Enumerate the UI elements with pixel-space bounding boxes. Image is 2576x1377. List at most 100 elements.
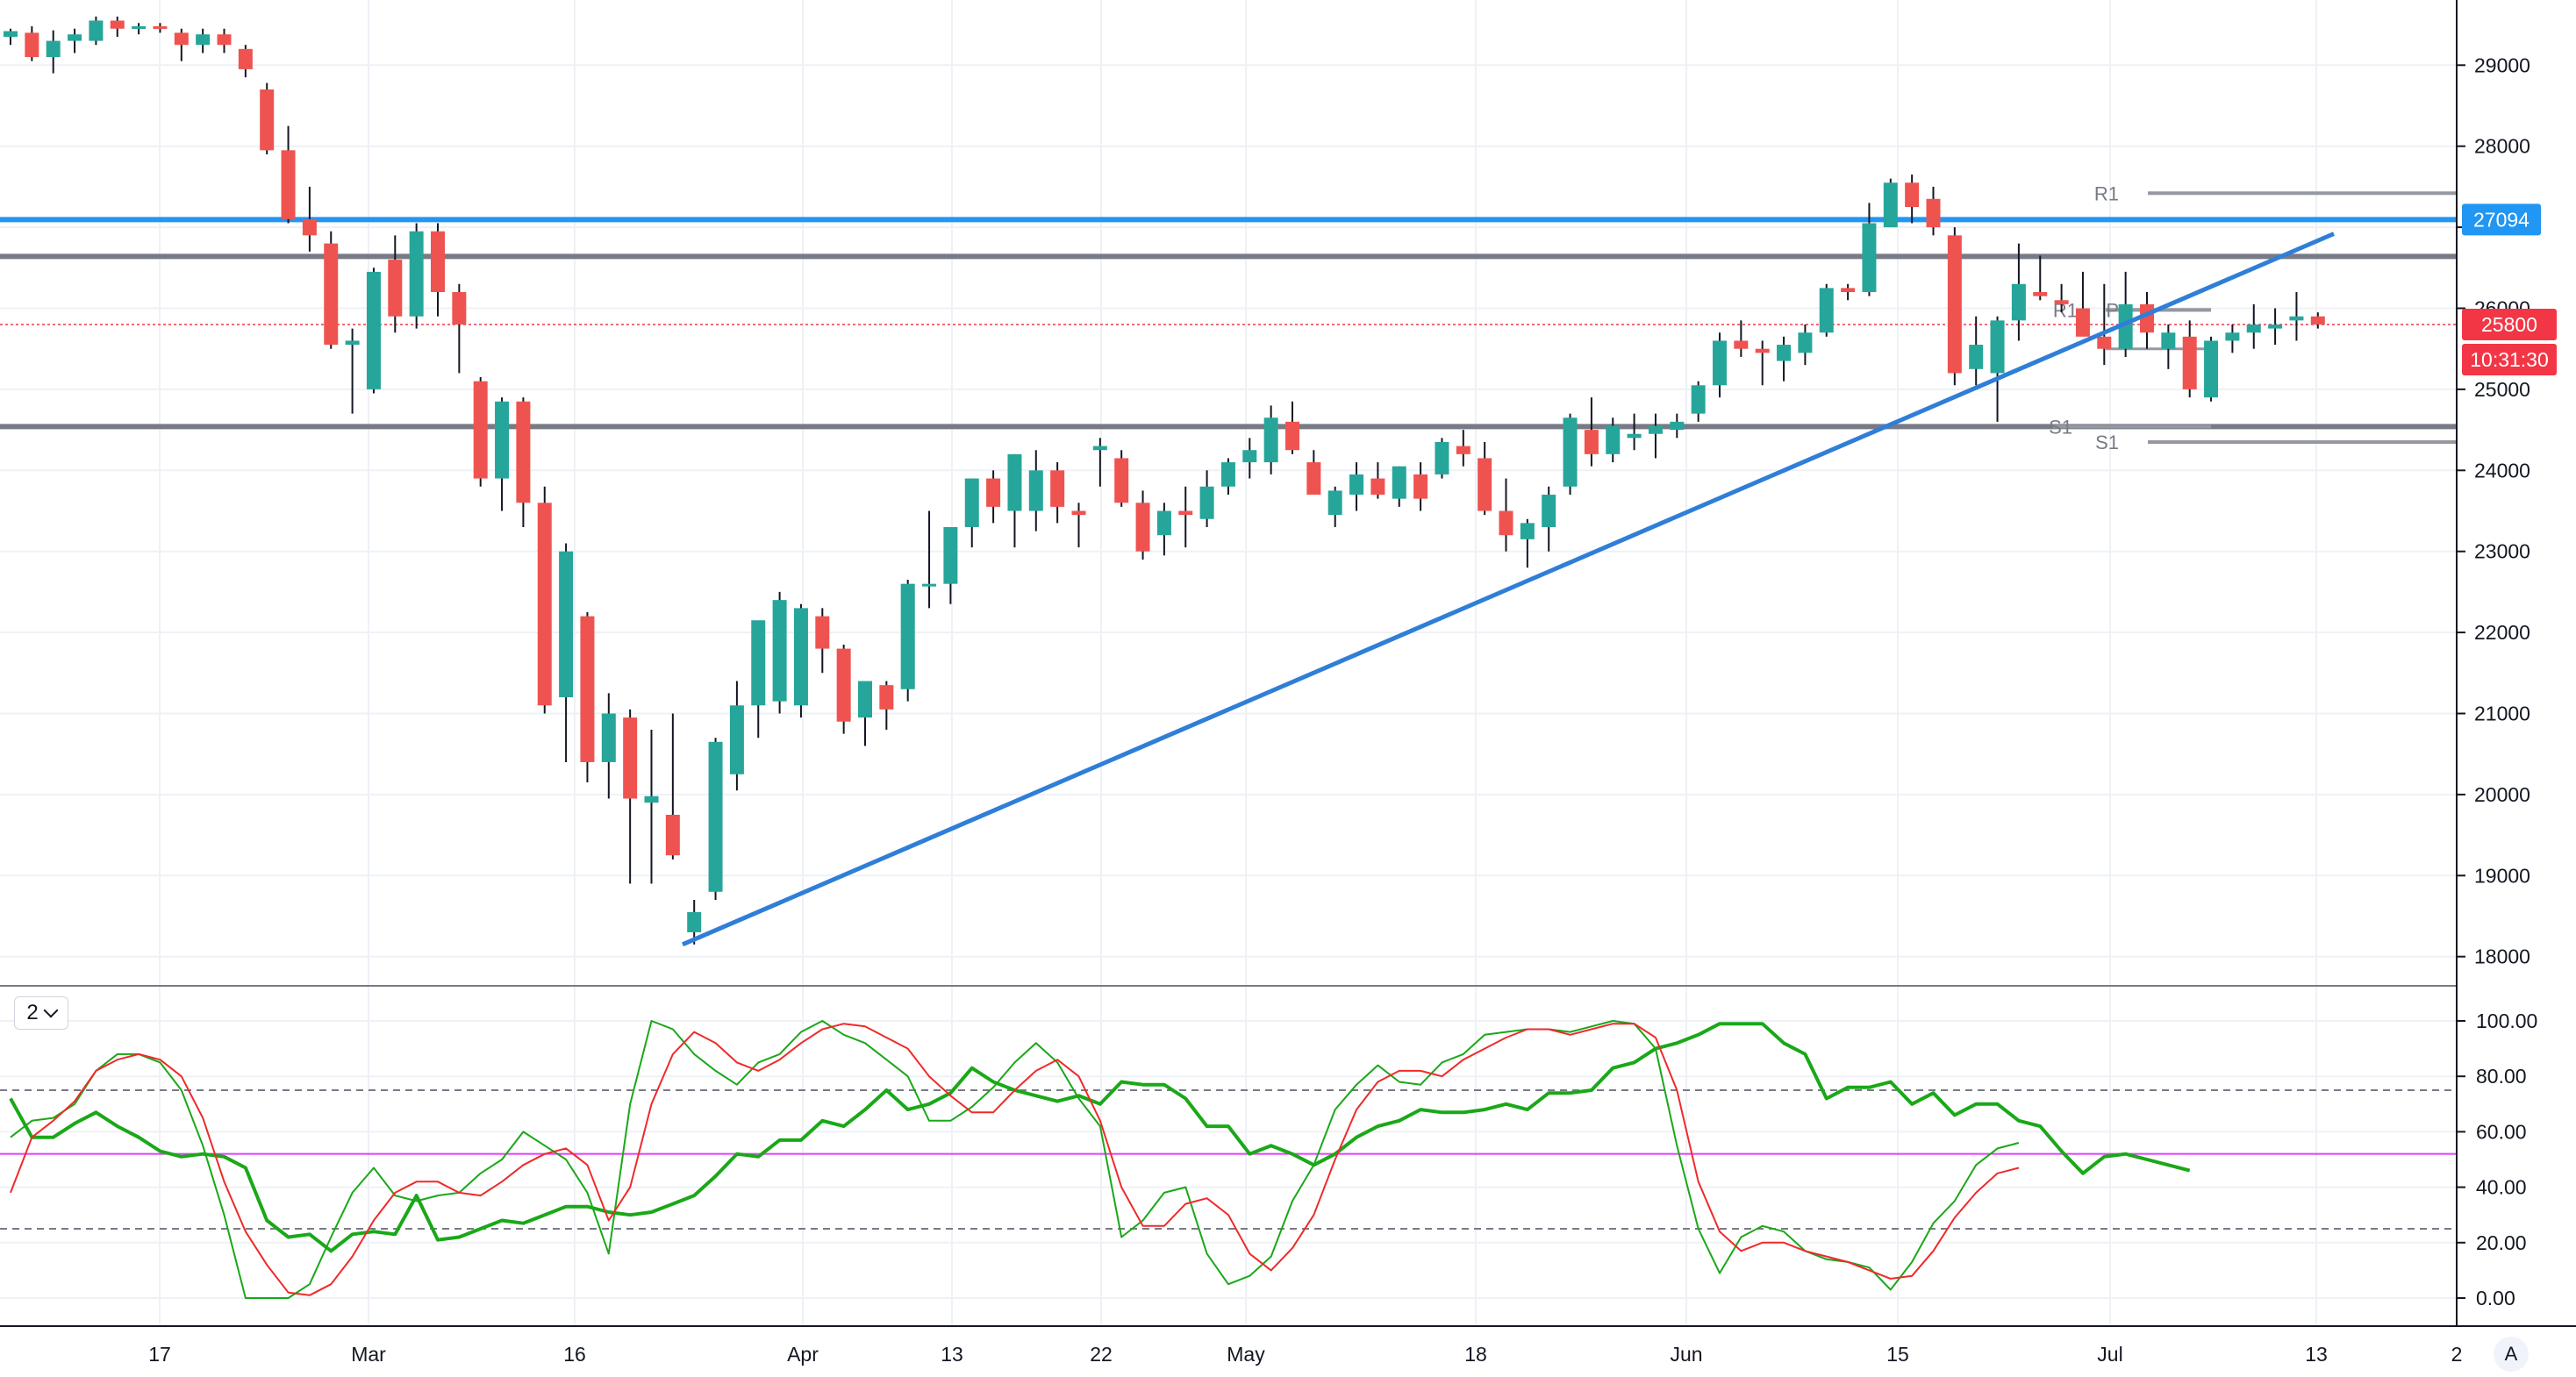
candle-body — [2268, 324, 2283, 329]
price-tick-label: 19000 — [2474, 864, 2530, 887]
candle-body — [623, 717, 638, 799]
countdown-badge — [2462, 343, 2557, 375]
candle-body — [1306, 462, 1321, 496]
candle-body — [580, 616, 595, 762]
candle-body — [2204, 340, 2219, 398]
oscillator-tick-label: 60.00 — [2476, 1120, 2527, 1143]
candle-body — [601, 713, 616, 762]
candle-body — [2161, 332, 2176, 349]
candle-body — [1050, 470, 1065, 507]
indicator-label: 2 — [26, 1001, 39, 1024]
candle-body — [132, 25, 147, 29]
candle-body — [1007, 453, 1022, 511]
candle-body — [836, 648, 851, 722]
candle-body — [793, 608, 808, 706]
candle-body — [1520, 523, 1535, 539]
price-tick-label: 23000 — [2474, 540, 2530, 563]
candle-body — [68, 34, 82, 41]
candle-body — [2075, 308, 2090, 337]
trendline-line — [682, 232, 2335, 947]
price-tick-label: 18000 — [2474, 945, 2530, 968]
candle-body — [1841, 288, 1856, 293]
candle-body — [943, 526, 958, 584]
candle-body — [1691, 385, 1706, 414]
candle-body — [324, 243, 339, 346]
candle-body — [366, 271, 381, 389]
auto-scale-button[interactable]: A — [2494, 1337, 2529, 1372]
candle-body — [1734, 340, 1749, 349]
price-tick-label: 29000 — [2474, 54, 2530, 76]
last-price-badge — [2462, 308, 2557, 340]
chevron-down-icon — [43, 1002, 59, 1018]
candle-body — [46, 40, 61, 58]
candle-body — [1798, 332, 1813, 353]
candle-body — [1670, 421, 1685, 431]
candle-body — [153, 25, 168, 29]
candle-body — [1263, 417, 1278, 463]
candle-body — [2097, 336, 2112, 349]
candle-body — [1349, 474, 1364, 496]
time-tick-label: 16 — [563, 1343, 586, 1366]
last-price-label: 25800 — [2481, 313, 2537, 336]
time-tick-label: May — [1227, 1343, 1265, 1366]
candle-body — [1777, 345, 1792, 361]
oscillator-pane — [0, 985, 2457, 1299]
countdown-label: 10:31:30 — [2470, 348, 2549, 371]
candle-body — [858, 681, 872, 718]
candle-body — [2225, 332, 2240, 341]
candle-body — [89, 20, 104, 41]
candle-body — [1456, 446, 1470, 454]
candle-body — [1883, 182, 1898, 228]
candle-body — [1178, 510, 1193, 516]
candle-body — [729, 705, 744, 774]
candle-body — [1370, 478, 1385, 496]
candle-body — [1926, 198, 1941, 228]
candle-body — [1327, 490, 1342, 516]
candle-body — [1413, 474, 1428, 499]
oscillator-series-line — [10, 1023, 2020, 1296]
candle-body — [644, 796, 659, 803]
price-tick-label: 22000 — [2474, 621, 2530, 644]
candle-body — [2054, 300, 2069, 304]
candle-body — [516, 401, 531, 503]
candle-body — [1947, 235, 1962, 374]
candle-body — [238, 48, 253, 69]
candle-body — [495, 401, 510, 479]
candle-body — [260, 89, 275, 151]
time-tick-label: 22 — [1090, 1343, 1113, 1366]
candle-body — [1819, 288, 1834, 333]
oscillator-tick-label: 80.00 — [2476, 1065, 2527, 1088]
candle-body — [1028, 470, 1043, 511]
candle-body — [687, 911, 702, 932]
candle-body — [1135, 503, 1150, 552]
time-tick-label: 15 — [1886, 1343, 1909, 1366]
candle-body — [1862, 223, 1877, 293]
indicator-badge[interactable]: 2 — [14, 996, 68, 1030]
level-badge — [2462, 203, 2541, 236]
pivot-level-label: S1 — [2049, 416, 2072, 438]
price-tick-label: 24000 — [2474, 459, 2530, 482]
candle-body — [1755, 348, 1770, 353]
time-tick-label: 18 — [1464, 1343, 1487, 1366]
candle-body — [559, 551, 574, 698]
candlestick-series — [4, 16, 2325, 945]
candle-body — [1285, 421, 1299, 451]
candle-body — [196, 34, 211, 46]
candle-body — [345, 340, 360, 346]
candle-body — [751, 620, 766, 706]
candle-body — [1713, 340, 1727, 386]
candle-body — [1542, 495, 1556, 527]
candle-body — [174, 32, 189, 46]
candle-body — [879, 685, 894, 710]
candle-body — [1563, 417, 1578, 487]
price-tick-label: 21000 — [2474, 703, 2530, 725]
trendline[interactable] — [682, 232, 2335, 947]
oscillator-tick-label: 0.00 — [2476, 1287, 2515, 1309]
candle-body — [537, 503, 552, 706]
candle-body — [1499, 510, 1513, 536]
time-tick-label: 13 — [941, 1343, 963, 1366]
oscillator-tick-label: 100.00 — [2476, 1010, 2537, 1032]
candle-body — [2182, 336, 2197, 389]
